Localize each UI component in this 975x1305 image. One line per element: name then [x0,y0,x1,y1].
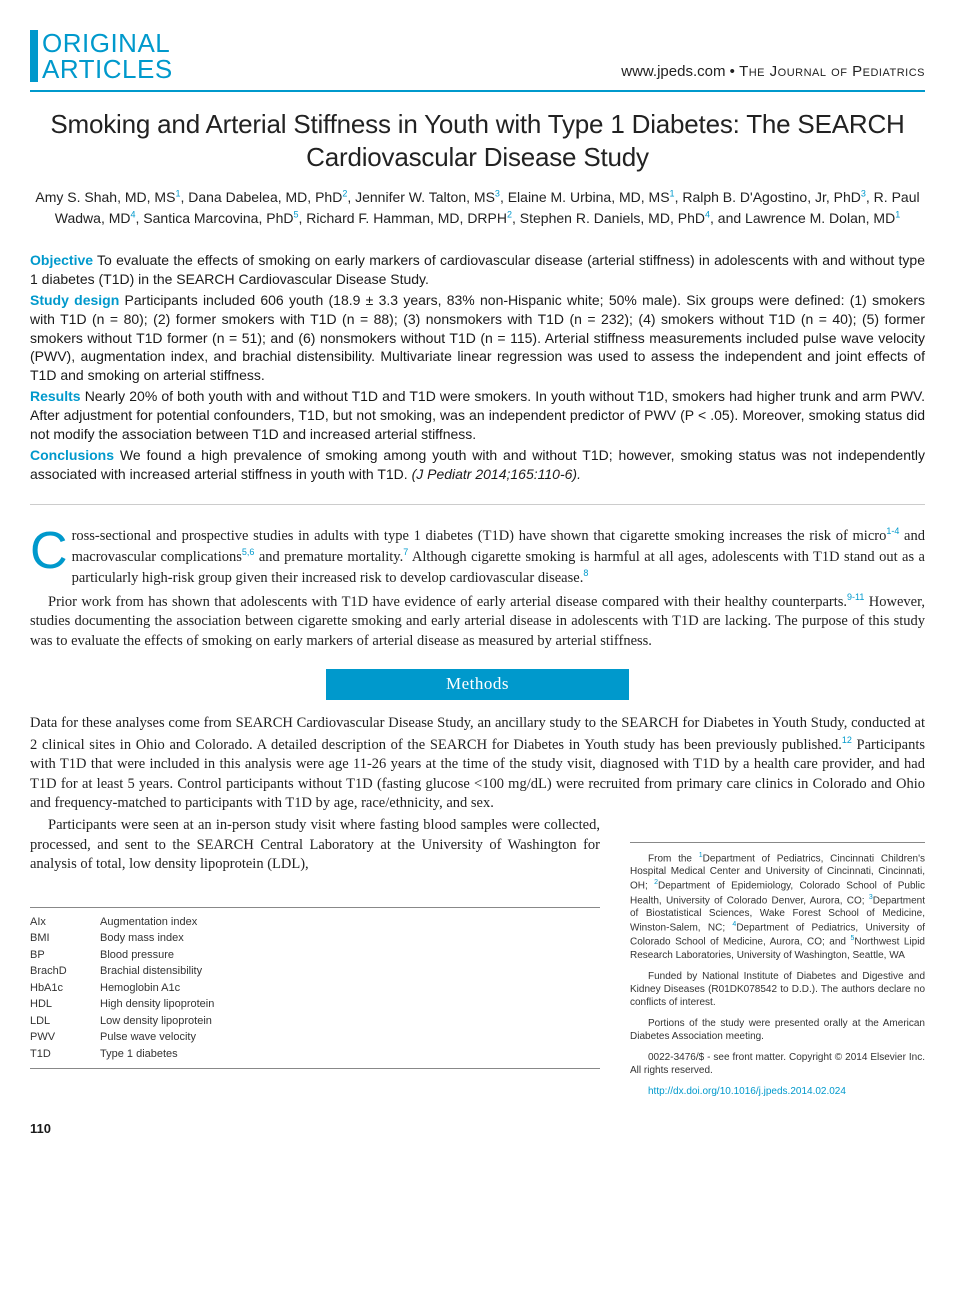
journal-header: www.jpeds.com • The Journal of Pediatric… [621,62,925,82]
abbreviations-table: AIxAugmentation indexBMIBody mass indexB… [30,907,600,1070]
header-rule [30,90,925,92]
presented-text: Portions of the study were presented ora… [630,1017,925,1043]
abstract-results-label: Results [30,388,81,404]
journal-name: The Journal of Pediatrics [739,63,925,80]
abstract-objective-text: To evaluate the effects of smoking on ea… [30,252,925,287]
abstract-rule [30,504,925,505]
abbreviation-row: PWVPulse wave velocity [30,1029,600,1046]
abstract-citation: (J Pediatr 2014;165:110-6). [412,466,581,482]
abstract-results: Results Nearly 20% of both youth with an… [30,387,925,444]
abbreviation-row: HbA1cHemoglobin A1c [30,980,600,997]
methods-heading-wrap: Methods [30,669,925,700]
abbreviation-row: BrachDBrachial distensibility [30,963,600,980]
copyright-text: 0022-3476/$ - see front matter. Copyrigh… [630,1051,925,1077]
abstract-conclusions-label: Conclusions [30,447,114,463]
journal-separator: • [725,63,739,80]
abstract-design: Study design Participants included 606 y… [30,291,925,385]
body-paragraph-4: Participants were seen at an in-person s… [30,816,600,875]
abstract-objective-label: Objective [30,252,93,268]
abbreviation-key: AIx [30,914,100,931]
abbreviation-value: Pulse wave velocity [100,1029,196,1046]
section-badge-block: ORIGINAL ARTICLES [30,30,173,82]
abstract-conclusions: Conclusions We found a high prevalence o… [30,446,925,484]
section-badge: ORIGINAL ARTICLES [42,30,173,82]
abstract-results-text: Nearly 20% of both youth with and withou… [30,388,925,442]
journal-url[interactable]: www.jpeds.com [621,63,725,80]
abbreviation-key: T1D [30,1046,100,1063]
methods-heading: Methods [326,669,629,700]
abbreviation-key: LDL [30,1013,100,1030]
abbreviation-key: PWV [30,1029,100,1046]
funding-text: Funded by National Institute of Diabetes… [630,970,925,1009]
abbreviation-row: AIxAugmentation index [30,914,600,931]
badge-accent-bar [30,30,38,82]
badge-line-2: ARTICLES [42,56,173,82]
abbreviation-key: HDL [30,996,100,1013]
abbreviation-value: Type 1 diabetes [100,1046,178,1063]
abbreviation-row: T1DType 1 diabetes [30,1046,600,1063]
abbreviation-key: BMI [30,930,100,947]
abbreviations-block: AIxAugmentation indexBMIBody mass indexB… [30,907,600,1070]
badge-line-1: ORIGINAL [42,30,173,56]
abbreviation-row: BMIBody mass index [30,930,600,947]
body-paragraph-3: Data for these analyses come from SEARCH… [30,714,925,814]
abstract-design-label: Study design [30,292,119,308]
body-paragraph-1: Cross-sectional and prospective studies … [30,525,925,589]
abstract: Objective To evaluate the effects of smo… [30,251,925,484]
abbreviation-value: Body mass index [100,930,184,947]
article-body: Cross-sectional and prospective studies … [30,525,925,1106]
abbreviation-row: LDLLow density lipoprotein [30,1013,600,1030]
abbreviation-value: Low density lipoprotein [100,1013,212,1030]
abbreviation-row: HDLHigh density lipoprotein [30,996,600,1013]
affiliations-text: From the 1Department of Pediatrics, Cinc… [630,851,925,962]
page-number: 110 [30,1120,925,1138]
affiliations-block: From the 1Department of Pediatrics, Cinc… [630,842,925,1106]
abbreviation-key: BP [30,947,100,964]
abbreviation-key: BrachD [30,963,100,980]
abbreviation-value: Hemoglobin A1c [100,980,180,997]
abbreviation-value: Augmentation index [100,914,197,931]
abbreviation-value: Brachial distensibility [100,963,202,980]
doi-link[interactable]: http://dx.doi.org/10.1016/j.jpeds.2014.0… [630,1085,925,1098]
author-list: Amy S. Shah, MD, MS1, Dana Dabelea, MD, … [30,187,925,229]
article-title: Smoking and Arterial Stiffness in Youth … [50,108,905,173]
body-p1-text: ross-sectional and prospective studies i… [72,528,925,587]
abbreviation-value: Blood pressure [100,947,174,964]
abstract-objective: Objective To evaluate the effects of smo… [30,251,925,289]
abbreviation-value: High density lipoprotein [100,996,214,1013]
abbreviation-row: BPBlood pressure [30,947,600,964]
body-paragraph-2: Prior work from has shown that adolescen… [30,591,925,652]
dropcap: C [30,525,72,573]
page-header: ORIGINAL ARTICLES www.jpeds.com • The Jo… [30,30,925,82]
abbreviation-key: HbA1c [30,980,100,997]
abstract-design-text: Participants included 606 youth (18.9 ± … [30,292,925,384]
